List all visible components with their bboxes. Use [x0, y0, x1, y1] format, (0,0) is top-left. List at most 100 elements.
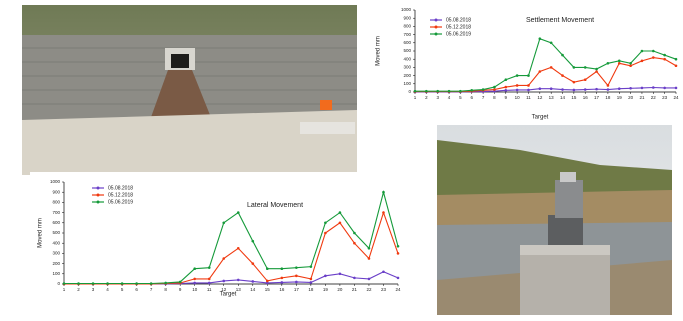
point: [652, 86, 655, 89]
point: [92, 282, 95, 285]
x-tick-label: 20: [337, 287, 343, 292]
x-axis-label: Target: [220, 292, 237, 298]
point: [470, 89, 473, 92]
legend-label: 05.12.2018: [108, 192, 133, 198]
point: [382, 211, 385, 214]
point: [193, 278, 196, 281]
point: [629, 87, 632, 90]
point: [324, 275, 327, 278]
point: [493, 88, 496, 91]
point: [222, 222, 225, 225]
point: [663, 58, 666, 61]
point: [368, 278, 371, 281]
x-tick-label: 18: [605, 95, 611, 100]
legend-label: 05.06.2019: [446, 31, 471, 37]
x-tick-label: 10: [515, 95, 521, 100]
x-tick-label: 15: [571, 95, 577, 100]
point: [561, 88, 564, 91]
point: [397, 245, 400, 248]
chart-title: Lateral Movement: [247, 202, 303, 209]
point: [353, 232, 356, 235]
point: [106, 282, 109, 285]
y-axis-label: Moved mm: [38, 218, 44, 248]
point: [135, 282, 138, 285]
y-tick-label: 900: [52, 189, 60, 194]
x-tick-label: 22: [651, 95, 657, 100]
legend-marker: [435, 26, 438, 29]
legend-label: 05.06.2019: [108, 199, 133, 205]
point: [164, 282, 167, 285]
x-tick-label: 16: [279, 287, 285, 292]
x-tick-label: 22: [366, 287, 372, 292]
photo-survey-target: [437, 125, 672, 315]
point: [353, 242, 356, 245]
legend-marker: [97, 201, 100, 204]
point: [382, 191, 385, 194]
photo-gabion-wall: [22, 5, 357, 175]
figure: 0100200300400500600700800900100012345678…: [0, 0, 683, 321]
point: [251, 280, 254, 283]
point: [550, 42, 553, 45]
legend-label: 05.12.2018: [446, 24, 471, 30]
x-tick-label: 19: [617, 95, 623, 100]
point: [607, 84, 610, 87]
y-tick-label: 200: [52, 261, 60, 266]
point: [222, 280, 225, 283]
point: [281, 281, 284, 284]
point: [121, 282, 124, 285]
point: [561, 54, 564, 57]
point: [77, 282, 80, 285]
point: [237, 279, 240, 282]
x-tick-label: 17: [594, 95, 600, 100]
point: [663, 54, 666, 57]
point: [397, 252, 400, 255]
point: [368, 257, 371, 260]
legend-marker: [97, 194, 100, 197]
point: [266, 280, 269, 283]
y-tick-label: 600: [403, 40, 411, 45]
point: [618, 60, 621, 63]
point: [595, 70, 598, 73]
y-tick-label: 200: [403, 73, 411, 78]
point: [281, 277, 284, 280]
point: [504, 86, 507, 89]
x-tick-label: 15: [265, 287, 271, 292]
point: [353, 277, 356, 280]
x-tick-label: 11: [526, 95, 531, 100]
point: [539, 87, 542, 90]
point: [516, 89, 519, 92]
point: [208, 278, 211, 281]
point: [339, 273, 342, 276]
point: [295, 266, 298, 269]
point: [527, 74, 530, 77]
point: [663, 87, 666, 90]
point: [550, 66, 553, 69]
y-tick-label: 900: [403, 15, 411, 20]
point: [493, 86, 496, 89]
x-tick-label: 13: [549, 95, 555, 100]
point: [573, 89, 576, 92]
point: [539, 70, 542, 73]
legend-label: 05.08.2018: [446, 17, 471, 23]
y-tick-label: 300: [52, 251, 60, 256]
point: [251, 240, 254, 243]
x-tick-label: 12: [537, 95, 543, 100]
y-tick-label: 100: [52, 271, 60, 276]
point: [675, 58, 678, 61]
point: [584, 66, 587, 69]
chart-title: Settlement Movement: [526, 17, 594, 24]
point: [339, 222, 342, 225]
x-tick-label: 10: [192, 287, 198, 292]
y-tick-label: 100: [403, 81, 411, 86]
point: [150, 282, 153, 285]
x-tick-label: 19: [323, 287, 329, 292]
x-tick-label: 14: [560, 95, 566, 100]
point: [516, 74, 519, 77]
point: [281, 267, 284, 270]
point: [561, 74, 564, 77]
point: [641, 60, 644, 63]
point: [607, 88, 610, 91]
point: [584, 88, 587, 91]
point: [652, 56, 655, 59]
point: [527, 84, 530, 87]
